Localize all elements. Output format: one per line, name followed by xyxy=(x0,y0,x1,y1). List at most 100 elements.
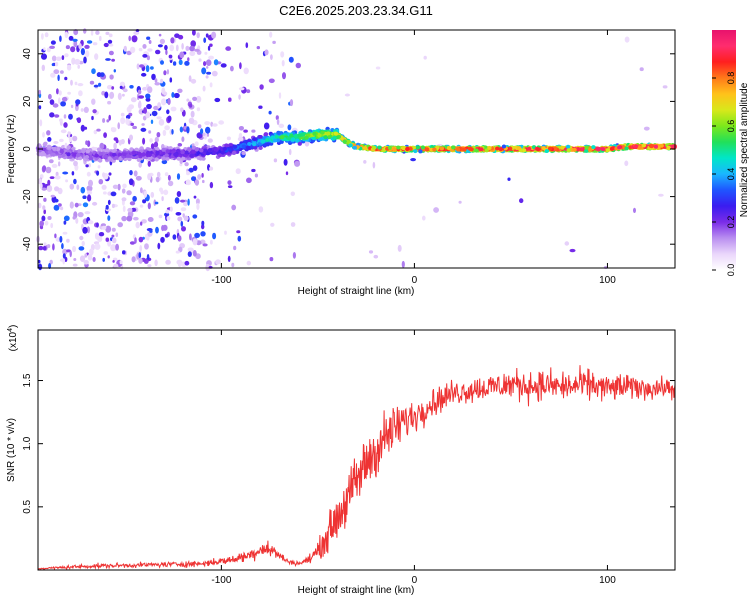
spectrogram-noise-point xyxy=(113,263,119,268)
spectrogram-signal-point xyxy=(107,156,112,161)
spectrogram-noise-point xyxy=(160,236,165,243)
spectrogram-signal-point xyxy=(191,149,196,154)
spectrogram-noise-point xyxy=(125,114,131,120)
spectrogram-noise-point xyxy=(38,245,44,251)
spectrogram-noise-point xyxy=(166,109,170,115)
spectrogram-signal-point xyxy=(161,156,166,161)
spectrogram-noise-point xyxy=(43,47,46,51)
spectrogram-noise-point xyxy=(280,51,285,58)
spectrogram-noise-point xyxy=(110,244,116,252)
spectrogram-noise-point xyxy=(183,215,189,222)
spectrogram-signal-point xyxy=(272,138,278,143)
spectrogram-signal-point xyxy=(536,147,541,152)
snr-y-tick-label: 1.0 xyxy=(22,436,33,450)
spectrogram-signal-point xyxy=(198,156,203,161)
spectrogram-x-label: Height of straight line (km) xyxy=(298,286,415,297)
spectrogram-noise-point xyxy=(170,37,175,44)
spectrogram-signal-point xyxy=(59,149,64,154)
spectrogram-signal-point xyxy=(270,135,275,140)
spectrogram-noise-point xyxy=(184,162,189,167)
spectrogram-signal-point xyxy=(253,145,258,150)
spectrogram-noise-point xyxy=(56,88,59,95)
spectrogram-noise-point xyxy=(218,120,225,125)
spectrogram-noise-point xyxy=(201,67,207,75)
spectrogram-noise-point xyxy=(92,257,96,262)
spectrogram-noise-point xyxy=(146,55,150,61)
spectrogram-noise-point xyxy=(187,198,190,206)
spectrogram-signal-point xyxy=(134,147,139,152)
spectrogram-noise-point xyxy=(43,242,47,246)
spectrogram-noise-point xyxy=(99,142,105,150)
spectrogram-signal-point xyxy=(184,150,189,155)
spectrogram-noise-point xyxy=(138,108,145,115)
spectrogram-noise-point xyxy=(410,158,416,162)
spectrogram-noise-point xyxy=(69,201,74,209)
spectrogram-noise-point xyxy=(145,97,151,102)
spectrogram-noise-point xyxy=(208,55,215,60)
spectrogram-noise-point xyxy=(79,255,86,262)
spectrogram-noise-point xyxy=(283,158,288,166)
spectrogram-noise-point xyxy=(73,40,78,48)
spectrogram-signal-point xyxy=(653,144,659,149)
spectrogram-noise-point xyxy=(163,70,167,76)
spectrogram-noise-point xyxy=(86,226,91,234)
spectrogram-noise-point xyxy=(41,215,46,222)
spectrogram-noise-point xyxy=(77,212,84,218)
spectrogram-noise-point xyxy=(46,130,51,136)
spectrogram-noise-point xyxy=(43,209,46,215)
spectrogram-noise-point xyxy=(422,215,426,221)
spectrogram-noise-point xyxy=(195,95,202,103)
spectrogram-noise-point xyxy=(198,58,202,62)
spectrogram-noise-point xyxy=(60,101,66,107)
spectrogram-noise-point xyxy=(119,260,123,265)
spectrogram-x-tick-label: 100 xyxy=(599,275,616,286)
spectrogram-noise-point xyxy=(130,122,134,126)
spectrogram-signal-point xyxy=(114,155,119,160)
spectrogram-signal-point xyxy=(348,143,353,148)
spectrogram-noise-point xyxy=(246,89,251,94)
spectrogram-noise-point xyxy=(129,46,136,54)
spectrogram-noise-point xyxy=(72,263,78,267)
spectrogram-signal-point xyxy=(43,141,48,146)
spectrogram-noise-point xyxy=(165,49,168,56)
spectrogram-noise-point xyxy=(82,195,87,199)
spectrogram-noise-point xyxy=(87,253,93,261)
spectrogram-noise-point xyxy=(251,129,256,133)
spectrogram-noise-point xyxy=(188,117,195,125)
spectrogram-noise-point xyxy=(50,194,55,198)
colorbar-tick-label: 0.0 xyxy=(726,264,736,277)
spectrogram-y-label: Frequency (Hz) xyxy=(6,115,17,184)
spectrogram-noise-point xyxy=(41,53,47,60)
spectrogram-noise-point xyxy=(37,178,43,185)
spectrogram-noise-point xyxy=(134,237,137,244)
spectrogram-noise-point xyxy=(195,253,201,260)
spectrogram-noise-point xyxy=(246,177,252,184)
spectrogram-noise-point xyxy=(101,225,107,230)
spectrogram-signal-point xyxy=(111,149,116,154)
spectrogram-noise-point xyxy=(103,191,107,195)
spectrogram-noise-point xyxy=(61,96,68,102)
spectrogram-noise-point xyxy=(139,245,143,252)
spectrogram-noise-point xyxy=(49,45,55,49)
spectrogram-noise-point xyxy=(54,233,57,239)
spectrogram-signal-point xyxy=(591,145,596,150)
spectrogram-noise-point xyxy=(397,244,402,252)
spectrogram-noise-point xyxy=(258,206,264,213)
spectrogram-noise-point xyxy=(269,257,274,262)
spectrogram-noise-point xyxy=(87,190,91,194)
colorbar: 0.0 0.2 0.4 0.6 0.8 Normalized spectral ampl… xyxy=(712,30,750,276)
spectrogram-noise-point xyxy=(131,35,138,43)
spectrogram-noise-point xyxy=(289,99,294,107)
spectrogram-noise-point xyxy=(507,177,511,181)
spectrogram-noise-point xyxy=(69,183,75,190)
spectrogram-noise-point xyxy=(209,43,213,47)
spectrogram-noise-point xyxy=(50,40,56,45)
spectrogram-noise-point xyxy=(64,31,69,39)
spectrogram-noise-point xyxy=(237,235,242,242)
spectrogram-noise-point xyxy=(154,259,158,267)
spectrogram-signal-point xyxy=(371,145,377,150)
spectrogram-signal-point xyxy=(125,153,131,158)
spectrogram-signal-point xyxy=(207,148,213,152)
spectrogram-noise-point xyxy=(282,72,286,80)
spectrogram-noise-point xyxy=(78,90,83,97)
